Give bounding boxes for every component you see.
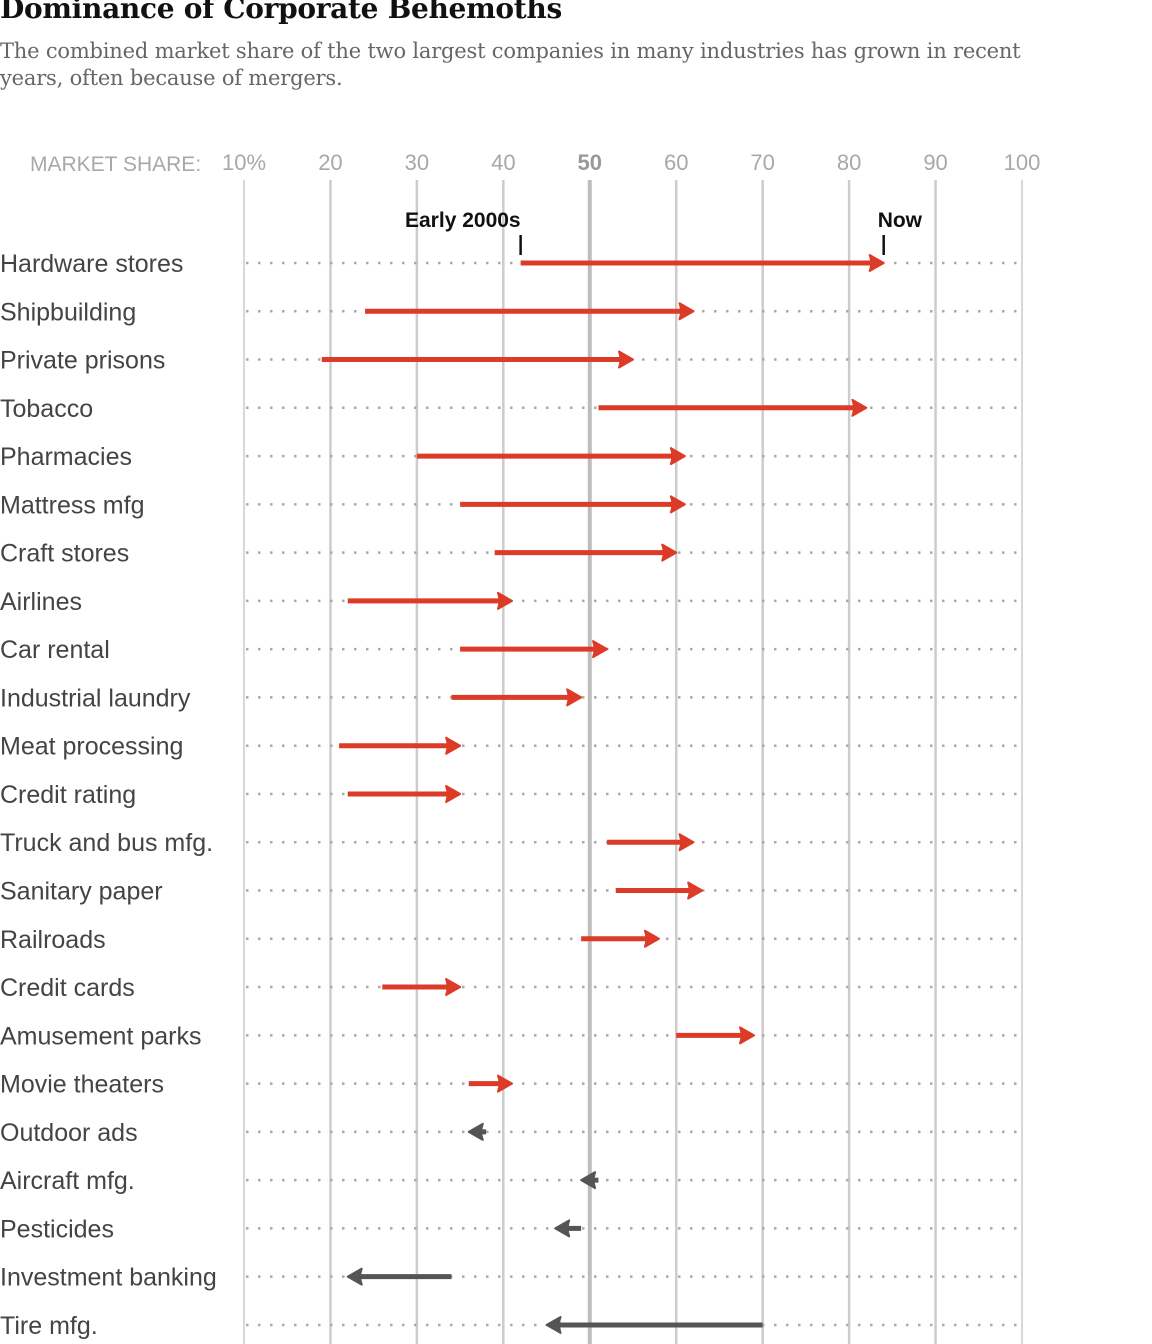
x-tick-label: 50 [578, 150, 602, 175]
chart-row: Pesticides [0, 1215, 1022, 1243]
x-tick-label: 70 [750, 150, 774, 175]
row-label: Investment banking [0, 1264, 217, 1292]
decrease-arrow-head [580, 1171, 597, 1190]
chart-row: Outdoor ads [0, 1119, 1022, 1147]
row-label: Craft stores [0, 540, 129, 568]
row-label: Credit cards [0, 974, 135, 1002]
increase-arrow-head [661, 543, 678, 562]
chart-row: Amusement parks [0, 1022, 1022, 1050]
row-label: Mattress mfg [0, 491, 144, 519]
row-label: Shipbuilding [0, 298, 136, 326]
decrease-arrow-head [545, 1315, 562, 1334]
row-label: Tobacco [0, 395, 93, 423]
chart-row: Hardware stores [0, 250, 1022, 278]
x-axis-ticks: 10% 20 30 40 50 60 70 80 90 100 [222, 150, 1040, 175]
row-label: Private prisons [0, 347, 165, 375]
chart-row: Credit cards [0, 974, 1022, 1002]
row-label: Railroads [0, 926, 106, 954]
increase-arrow-head [445, 784, 462, 803]
chart-title: Dominance of Corporate Behemoths [0, 0, 562, 25]
row-label: Outdoor ads [0, 1119, 138, 1147]
chart-row: Truck and bus mfg. [0, 829, 1022, 857]
chart-row: Sanitary paper [0, 878, 1022, 906]
chart-row: Credit rating [0, 781, 1022, 809]
increase-arrow-head [669, 495, 686, 514]
chart-row: Investment banking [0, 1264, 1022, 1292]
row-label: Amusement parks [0, 1022, 201, 1050]
x-tick-label: 80 [837, 150, 861, 175]
row-label: Movie theaters [0, 1071, 164, 1099]
increase-arrow-head [445, 978, 462, 997]
chart-row: Industrial laundry [0, 684, 1022, 712]
chart-row: Tobacco [0, 395, 1022, 423]
x-tick-label: 40 [491, 150, 515, 175]
increase-arrow-head [687, 881, 704, 900]
row-label: Sanitary paper [0, 878, 163, 906]
increase-arrow-head [445, 736, 462, 755]
x-axis-title: MARKET SHARE: [30, 153, 201, 176]
x-tick-label: 100 [1004, 150, 1041, 175]
decrease-arrow-head [467, 1122, 484, 1141]
decrease-arrow-head [554, 1219, 571, 1238]
increase-arrow-head [496, 591, 513, 610]
chart-row: Pharmacies [0, 443, 1022, 471]
chart-row: Movie theaters [0, 1071, 1022, 1099]
x-tick-label: 90 [923, 150, 947, 175]
row-label: Truck and bus mfg. [0, 829, 213, 857]
increase-arrow-head [678, 833, 695, 852]
annotations: Early 2000s Now [405, 209, 923, 255]
increase-arrow-head [678, 302, 695, 321]
chart-subtitle: The combined market share of the two lar… [0, 39, 1021, 90]
row-label: Airlines [0, 588, 82, 616]
increase-arrow-head [643, 929, 660, 948]
chart-row: Railroads [0, 926, 1022, 954]
chart-row: Tire mfg. [0, 1312, 1022, 1340]
increase-arrow-head [496, 1074, 513, 1093]
annotation-now: Now [878, 209, 923, 232]
x-tick-label: 60 [664, 150, 688, 175]
increase-arrow-head [618, 350, 634, 369]
increase-arrow-head [739, 1026, 756, 1045]
row-label: Pharmacies [0, 443, 132, 471]
chart-row: Aircraft mfg. [0, 1167, 1022, 1195]
row-label: Aircraft mfg. [0, 1167, 135, 1195]
chart-row: Airlines [0, 588, 1022, 616]
increase-arrow-head [592, 640, 609, 659]
row-label: Meat processing [0, 733, 183, 761]
row-label: Tire mfg. [0, 1312, 98, 1340]
decrease-arrow-head [346, 1267, 363, 1286]
x-tick-label: 10% [222, 150, 266, 175]
row-label: Car rental [0, 636, 110, 664]
x-tick-label: 20 [318, 150, 342, 175]
annotation-early-2000s: Early 2000s [405, 209, 521, 232]
chart-row: Mattress mfg [0, 491, 1022, 519]
increase-arrow-head [566, 688, 583, 707]
row-label: Industrial laundry [0, 684, 191, 712]
chart-row: Meat processing [0, 733, 1022, 761]
grid-layer [243, 180, 1023, 1344]
increase-arrow-head [851, 398, 868, 417]
row-label: Hardware stores [0, 250, 183, 278]
chart-row: Craft stores [0, 540, 1022, 568]
increase-arrow-head [868, 254, 885, 272]
rows: Hardware stores Shipbuilding Private priso… [0, 250, 1022, 1340]
chart-row: Car rental [0, 636, 1022, 664]
chart-row: Shipbuilding [0, 298, 1022, 326]
row-label: Pesticides [0, 1215, 114, 1243]
increase-arrow-head [669, 447, 686, 466]
row-label: Credit rating [0, 781, 136, 809]
chart-row: Private prisons [0, 347, 1022, 375]
x-tick-label: 30 [405, 150, 429, 175]
